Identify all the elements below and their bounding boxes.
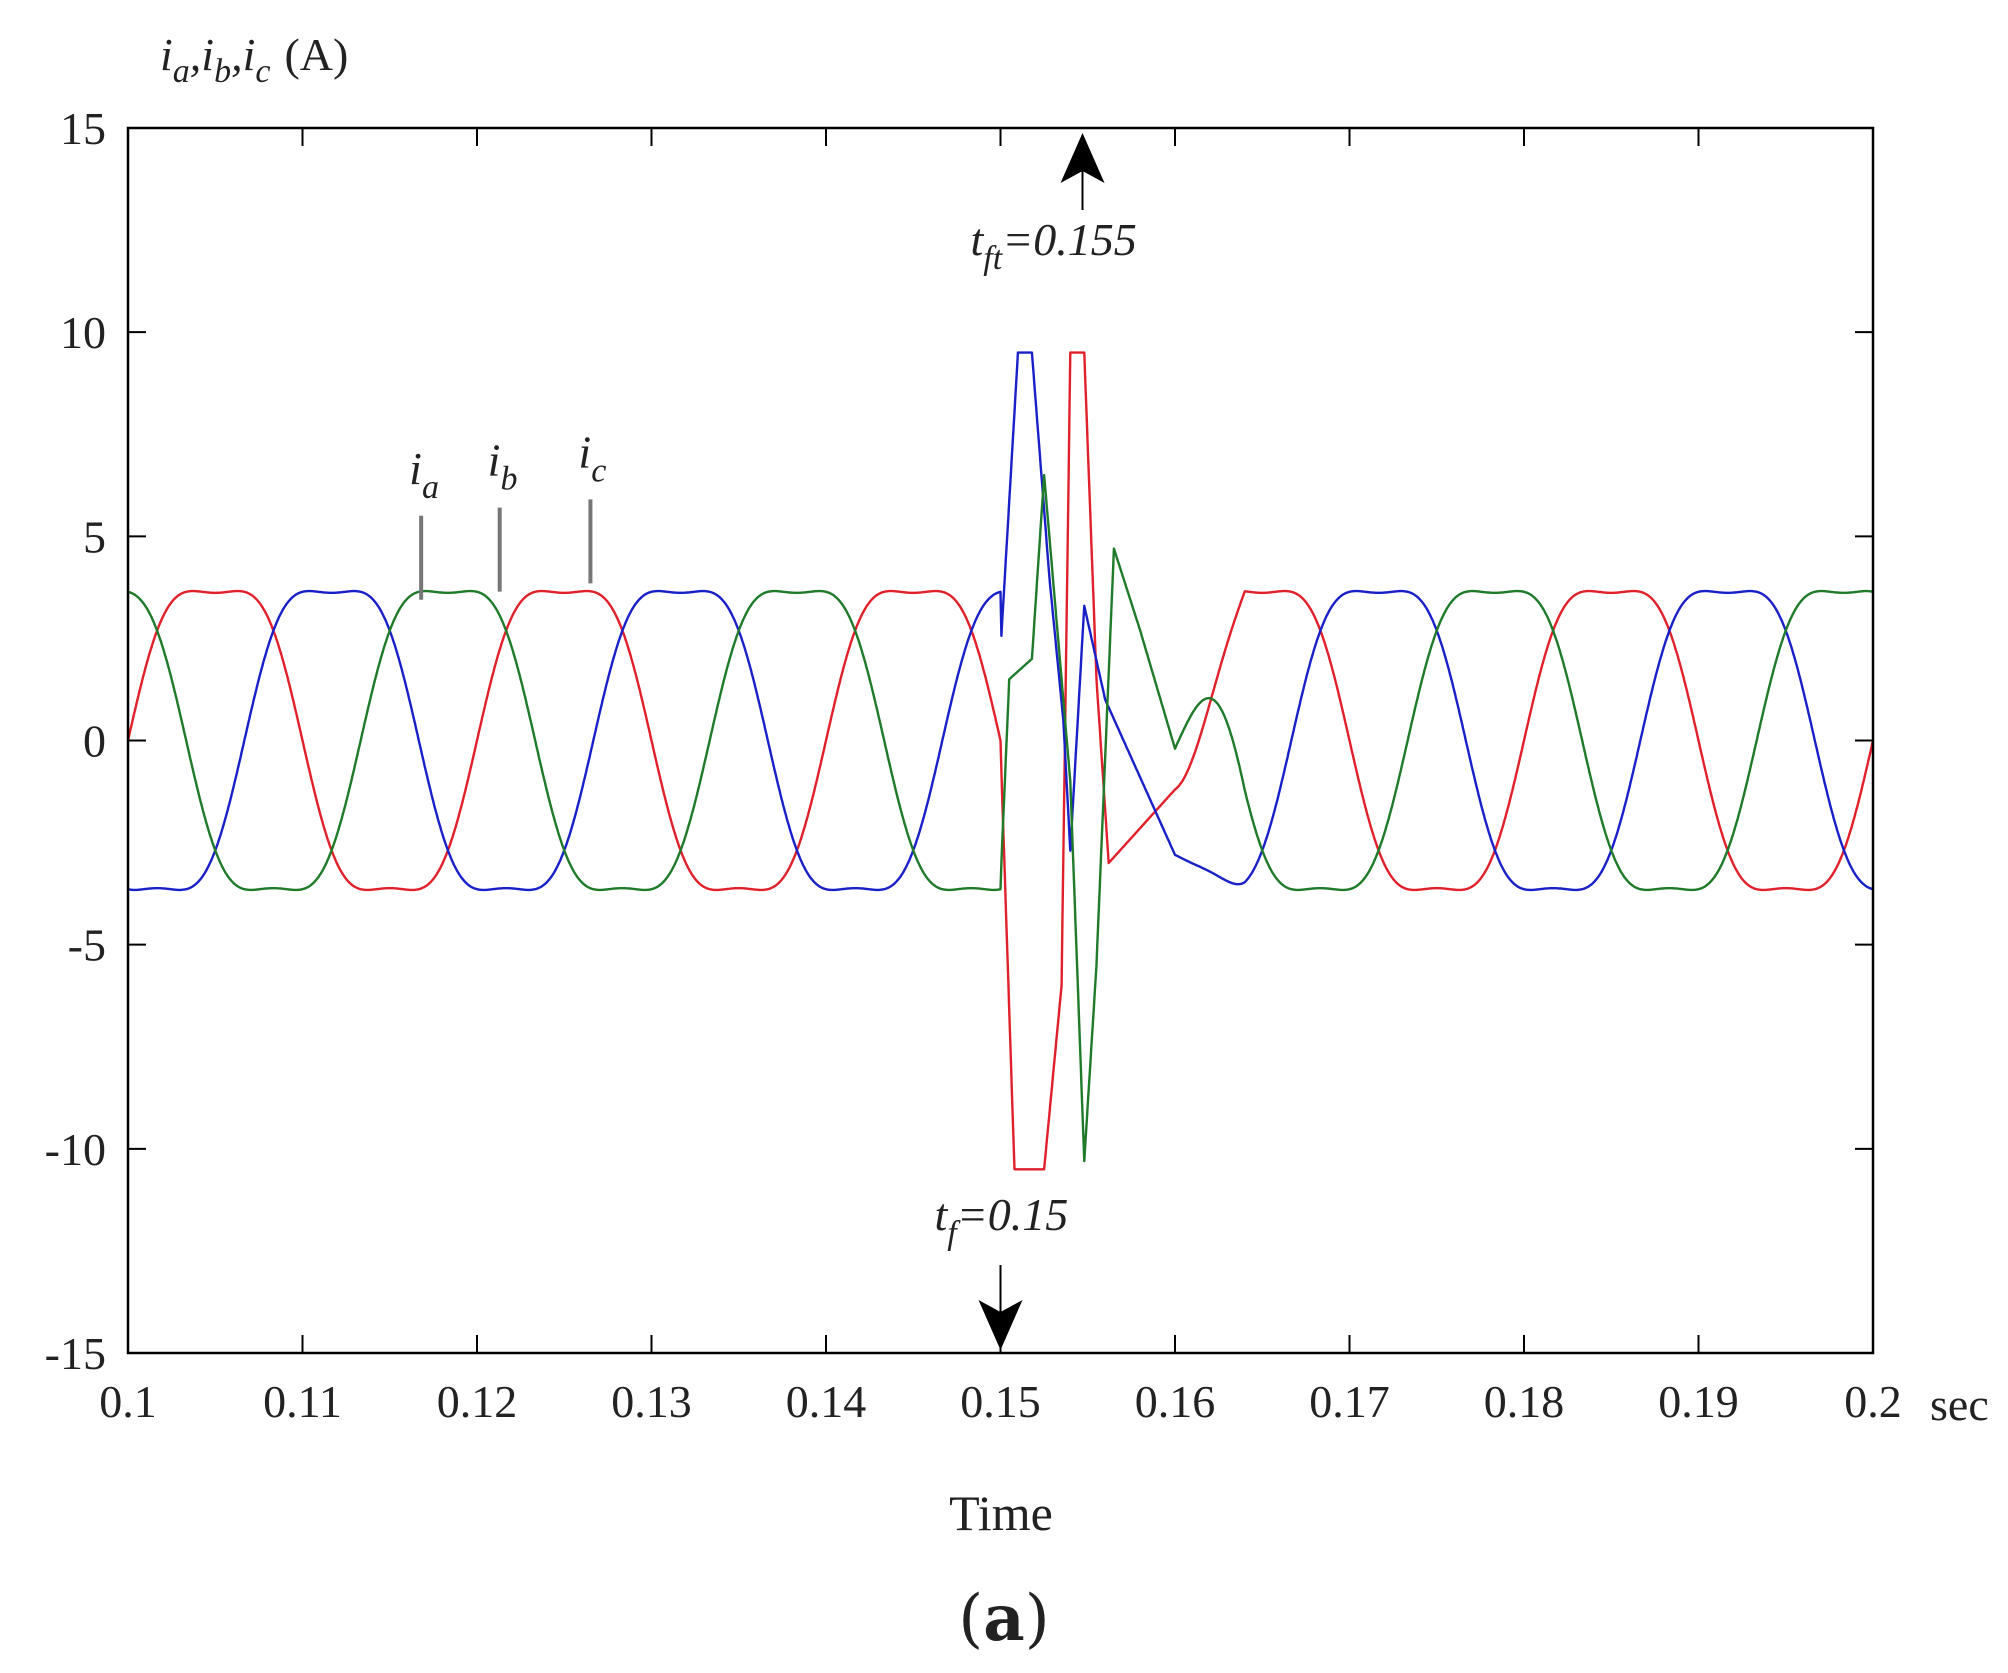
ylabel-part: i [243, 29, 256, 80]
x-axis-unit: sec [1930, 1379, 1989, 1430]
y-tick-label: -15 [45, 1328, 106, 1379]
figure-caption: (a) [958, 1581, 1049, 1656]
y-tick-label: 10 [60, 307, 106, 358]
x-axis-title: Time [949, 1485, 1053, 1541]
ylabel-part: c [255, 53, 270, 90]
y-tick-label: 5 [83, 511, 106, 562]
x-tick-label: 0.13 [611, 1376, 692, 1427]
y-tick-label: -5 [68, 920, 106, 971]
series-line [127, 473, 1874, 1163]
curve-label: ic [578, 426, 606, 489]
ylabel-part: i [160, 29, 173, 80]
caption-close: ) [1025, 1582, 1050, 1656]
x-tick-label: 0.19 [1658, 1376, 1739, 1427]
plot-curves [126, 351, 1875, 1171]
fault-start-arrow-head [978, 1300, 1023, 1350]
series-line [126, 351, 1875, 1171]
y-tick-label: -10 [45, 1124, 106, 1175]
y-axis-title: ia,ib,ic (A) [160, 29, 348, 90]
series-line [127, 351, 1874, 892]
x-tick-label: 0.17 [1309, 1376, 1390, 1427]
x-tick-label: 0.16 [1135, 1376, 1216, 1427]
ylabel-part: , [231, 29, 243, 80]
ylabel-part: i [201, 29, 214, 80]
x-tick-label: 0.2 [1844, 1376, 1902, 1427]
fault-clear-arrow-head [1060, 133, 1105, 183]
fault-start-label: tf=0.15 [935, 1189, 1069, 1252]
x-tick-label: 0.15 [960, 1376, 1041, 1427]
ylabel-part: b [214, 53, 231, 90]
y-tick-label: 0 [83, 716, 106, 767]
ylabel-part: , [190, 29, 202, 80]
x-tick-label: 0.18 [1484, 1376, 1565, 1427]
fault-clear-label: tft=0.155 [971, 214, 1137, 277]
caption-open: ( [958, 1582, 983, 1656]
x-tick-label: 0.14 [786, 1376, 867, 1427]
ylabel-part: a [173, 53, 190, 90]
caption-letter: a [983, 1581, 1024, 1656]
y-tick-label: 15 [60, 103, 106, 154]
curve-label: ib [488, 435, 518, 498]
curve-label: ia [409, 443, 439, 506]
x-tick-label: 0.1 [99, 1376, 157, 1427]
axis-ticks [127, 127, 1874, 1354]
x-tick-label: 0.12 [437, 1376, 518, 1427]
axis-tick-labels: 0.1 0.11 0.12 0.13 0.14 0.15 0.16 0.17 0.18 0.19 0… [45, 103, 1902, 1427]
svg-text:ia,ib,ic(A): ia,ib,ic (A) [160, 29, 348, 90]
x-tick-label: 0.11 [263, 1376, 342, 1427]
ylabel-unit: (A) [284, 29, 348, 80]
